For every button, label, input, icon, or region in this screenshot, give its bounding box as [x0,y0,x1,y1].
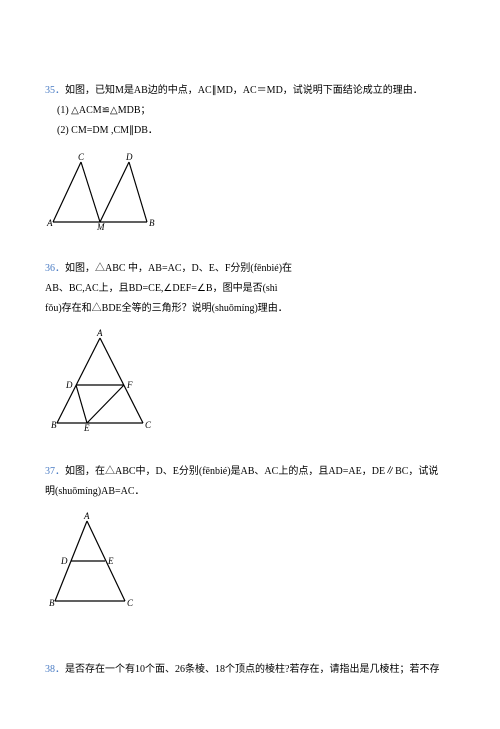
problem-37-line1: 如图，在△ABC中，D、E分别(fēnbié)是AB、AC上的点，且AD=AE，… [65,466,438,477]
problem-36: 36．如图，△ABC 中，AB=AC，D、E、F分别(fēnbié)在 AB、B… [45,260,455,433]
problem-36-number: 36． [45,263,65,274]
problem-36-figure: A B C D F E [45,328,455,433]
svg-text:A: A [83,511,90,521]
problem-38-line1-wrap: 38．是否存在一个有10个面、26条棱、18个顶点的棱柱?若存在，请指出是几棱柱… [45,661,455,679]
svg-text:D: D [60,556,68,566]
problem-35-number: 35． [45,85,65,96]
svg-text:C: C [78,152,85,162]
problem-35-figure: A B M C D [45,150,455,230]
problem-35: 35．如图，已知M是AB边的中点，AC∥MD，AC＝MD，试说明下面结论成立的理… [45,82,455,230]
page: 35．如图，已知M是AB边的中点，AC∥MD，AC＝MD，试说明下面结论成立的理… [0,0,500,729]
problem-37-line2: 明(shuōmíng)AB=AC． [45,483,455,501]
problem-38: 38．是否存在一个有10个面、26条棱、18个顶点的棱柱?若存在，请指出是几棱柱… [45,661,455,679]
svg-text:C: C [145,420,152,430]
problem-38-text: 是否存在一个有10个面、26条棱、18个顶点的棱柱?若存在，请指出是几棱柱；若不… [65,664,439,675]
svg-text:D: D [65,380,73,390]
svg-text:D: D [125,152,133,162]
problem-37-number: 37． [45,466,65,477]
svg-text:E: E [83,423,90,433]
svg-text:E: E [107,556,114,566]
svg-text:F: F [126,380,133,390]
problem-38-number: 38． [45,664,65,675]
problem-36-line1-wrap: 36．如图，△ABC 中，AB=AC，D、E、F分别(fēnbié)在 [45,260,455,278]
svg-text:M: M [96,222,105,230]
problem-35-line1: 35．如图，已知M是AB边的中点，AC∥MD，AC＝MD，试说明下面结论成立的理… [45,82,455,100]
problem-37-line1-wrap: 37．如图，在△ABC中，D、E分别(fēnbié)是AB、AC上的点，且AD=… [45,463,455,481]
svg-text:C: C [127,598,134,608]
problem-37-figure: A B C D E [45,511,455,611]
svg-text:B: B [149,218,155,228]
problem-35-sub2: (2) CM=DM ,CM∥DB． [45,122,455,140]
svg-text:A: A [96,328,103,338]
svg-text:B: B [51,420,57,430]
problem-36-line2: AB、BC,AC上，且BD=CE,∠DEF=∠B，图中是否(shì [45,280,455,298]
problem-36-line3: fǒu)存在和△BDE全等的三角形？说明(shuōmíng)理由． [45,300,455,318]
svg-text:B: B [49,598,55,608]
problem-37: 37．如图，在△ABC中，D、E分别(fēnbié)是AB、AC上的点，且AD=… [45,463,455,611]
problem-35-text1: 如图，已知M是AB边的中点，AC∥MD，AC＝MD，试说明下面结论成立的理由． [65,85,423,96]
svg-text:A: A [46,218,53,228]
problem-36-line1: 如图，△ABC 中，AB=AC，D、E、F分别(fēnbié)在 [65,263,292,274]
problem-35-sub1: (1) △ACM≌△MDB； [45,102,455,120]
